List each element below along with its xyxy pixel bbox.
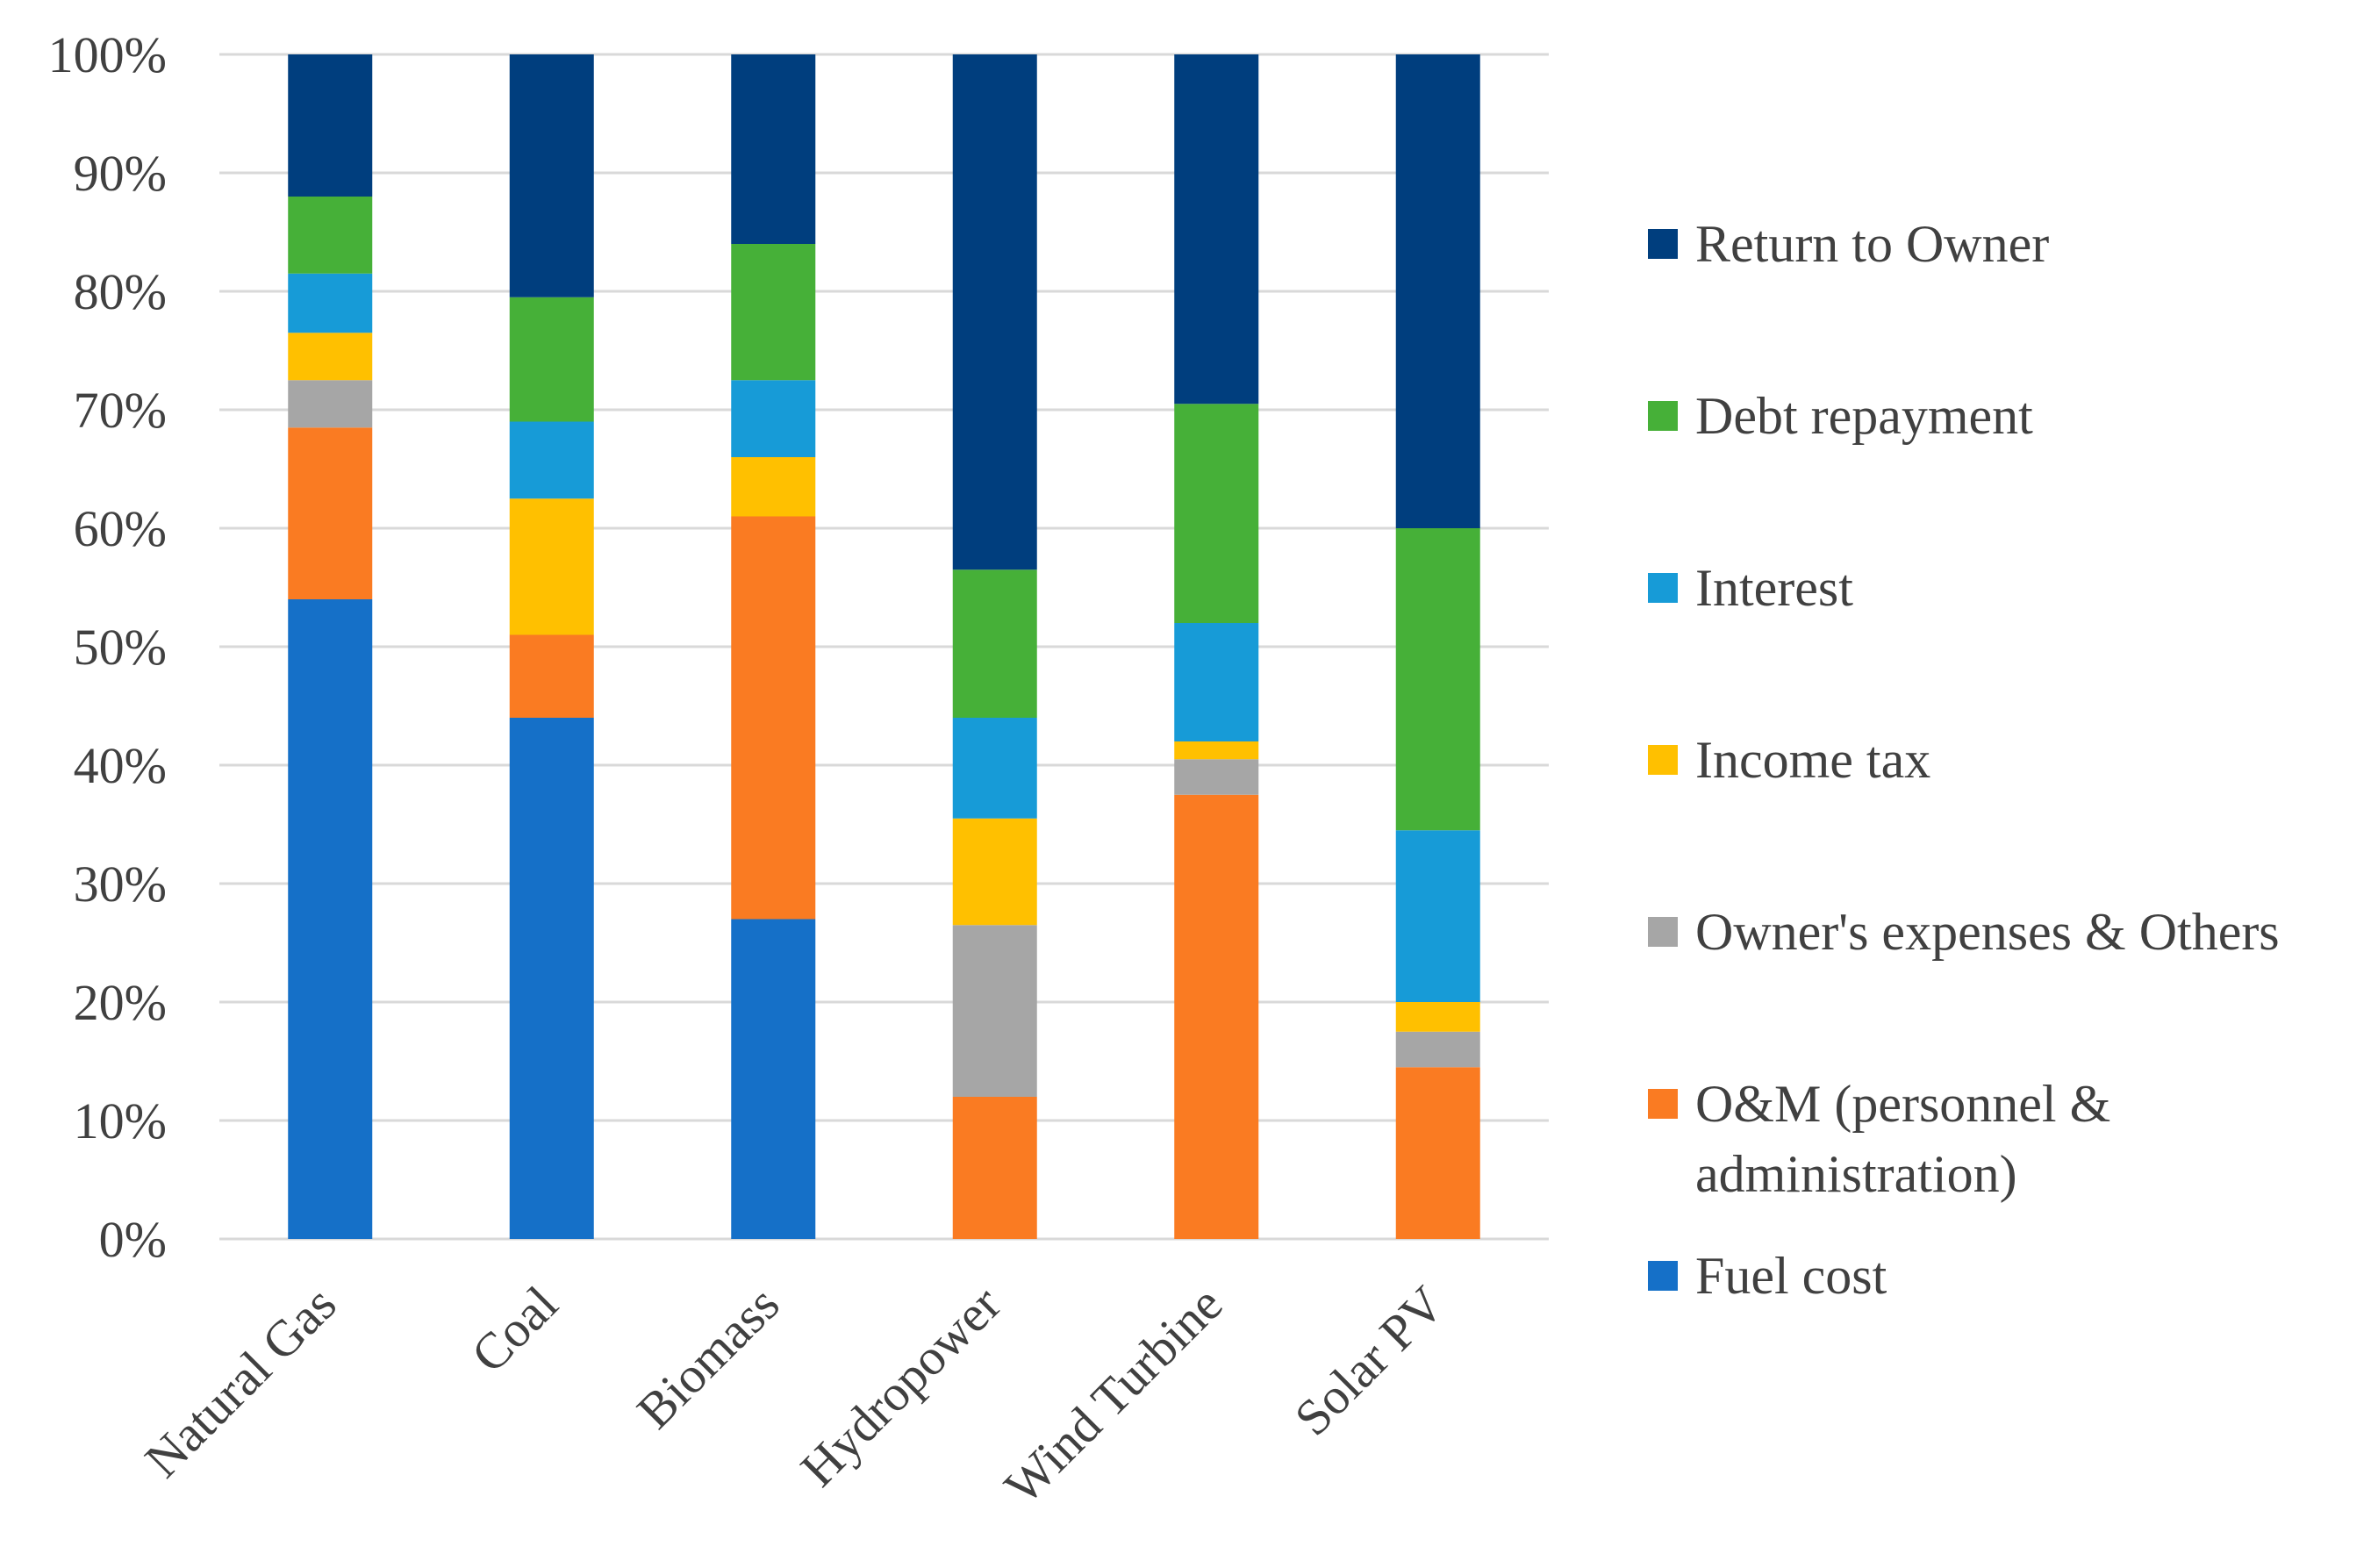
legend-swatch-owner-s-expenses-and-others: [1648, 917, 1678, 947]
legend-label-return-to-owner: Return to Owner: [1695, 215, 2049, 273]
x-tick-label-hydropower: Hydropower: [790, 1275, 1012, 1497]
legend-label-line: Return to Owner: [1695, 215, 2049, 273]
bar-wind-turbine: [1174, 54, 1259, 1239]
bar-segment-hydropower-owner-s-expenses-and-others: [952, 925, 1037, 1097]
legend-label-line: Debt repayment: [1695, 387, 2033, 445]
bar-segment-solar-pv-return-to-owner: [1395, 54, 1480, 528]
legend-label-debt-repayment: Debt repayment: [1695, 387, 2033, 445]
bar-segment-hydropower-income-tax: [952, 818, 1037, 926]
bar-segment-wind-turbine-debt-repayment: [1174, 404, 1259, 623]
legend-swatch-interest: [1648, 573, 1678, 603]
legend-swatch-fuel-cost: [1648, 1261, 1678, 1291]
bar-segment-solar-pv-income-tax: [1395, 1002, 1480, 1032]
bar-segment-hydropower-debt-repayment: [952, 569, 1037, 718]
bars-layer: [288, 54, 1480, 1239]
bar-segment-biomass-income-tax: [731, 457, 816, 517]
y-tick-label: 90%: [74, 145, 167, 202]
bar-segment-hydropower-interest: [952, 718, 1037, 819]
bar-segment-coal-return-to-owner: [509, 54, 594, 297]
y-tick-label: 40%: [74, 737, 167, 794]
bar-segment-natural-gas-oandm-personnel-and-administration: [288, 427, 373, 599]
x-tick-label-coal: Coal: [461, 1275, 569, 1383]
bar-segment-solar-pv-oandm-personnel-and-administration: [1395, 1067, 1480, 1239]
legend-swatch-income-tax: [1648, 745, 1678, 775]
bar-segment-biomass-debt-repayment: [731, 244, 816, 381]
legend-item-debt-repayment: Debt repayment: [1648, 387, 2033, 445]
legend-label-line: Owner's expenses & Others: [1695, 903, 2280, 961]
y-tick-label: 60%: [74, 500, 167, 557]
bar-segment-biomass-return-to-owner: [731, 54, 816, 244]
legend-label-line: Income tax: [1695, 731, 1930, 789]
bar-segment-hydropower-return-to-owner: [952, 54, 1037, 570]
bar-segment-coal-fuel-cost: [509, 718, 594, 1239]
bar-coal: [509, 54, 594, 1239]
bar-segment-natural-gas-interest: [288, 273, 373, 333]
bar-segment-solar-pv-owner-s-expenses-and-others: [1395, 1031, 1480, 1068]
y-tick-label: 10%: [74, 1092, 167, 1149]
legend-item-oandm-personnel-and-administration: O&M (personnel & administration): [1648, 1075, 2110, 1203]
legend-swatch-debt-repayment: [1648, 401, 1678, 431]
legend-item-fuel-cost: Fuel cost: [1648, 1247, 1887, 1305]
legend-item-owner-s-expenses-and-others: Owner's expenses & Others: [1648, 903, 2280, 961]
y-tick-label: 50%: [74, 619, 167, 676]
y-axis: 0% 10% 20% 30% 40% 50% 60% 70% 80% 90% 100%: [48, 26, 167, 1268]
legend-label-fuel-cost: Fuel cost: [1695, 1247, 1887, 1305]
legend-label-oandm-personnel-and-administration: O&M (personnel & administration): [1695, 1075, 2110, 1203]
bar-segment-natural-gas-return-to-owner: [288, 54, 373, 197]
x-tick-label-wind-turbine: Wind Turbine: [993, 1275, 1233, 1514]
bar-segment-natural-gas-owner-s-expenses-and-others: [288, 380, 373, 428]
legend-label-owner-s-expenses-and-others: Owner's expenses & Others: [1695, 903, 2280, 961]
legend-label-line: administration): [1695, 1145, 2017, 1203]
y-tick-label: 0%: [99, 1211, 167, 1268]
x-tick-label-natural-gas: Natural Gas: [133, 1275, 347, 1488]
legend-swatch-oandm-personnel-and-administration: [1648, 1089, 1678, 1119]
y-tick-label: 100%: [48, 26, 167, 83]
bar-segment-natural-gas-fuel-cost: [288, 599, 373, 1239]
bar-segment-solar-pv-debt-repayment: [1395, 528, 1480, 831]
bar-segment-wind-turbine-return-to-owner: [1174, 54, 1259, 405]
bar-hydropower: [952, 54, 1037, 1239]
bar-segment-biomass-oandm-personnel-and-administration: [731, 516, 816, 920]
bar-segment-biomass-interest: [731, 380, 816, 457]
bar-segment-wind-turbine-interest: [1174, 623, 1259, 741]
bar-segment-natural-gas-debt-repayment: [288, 197, 373, 274]
bar-segment-wind-turbine-oandm-personnel-and-administration: [1174, 794, 1259, 1239]
bar-segment-biomass-fuel-cost: [731, 919, 816, 1239]
bar-segment-hydropower-oandm-personnel-and-administration: [952, 1097, 1037, 1239]
bar-segment-coal-debt-repayment: [509, 297, 594, 422]
legend-swatch-return-to-owner: [1648, 229, 1678, 259]
legend-item-return-to-owner: Return to Owner: [1648, 215, 2049, 273]
y-tick-label: 20%: [74, 974, 167, 1031]
legend: Return to Owner Debt repayment Interest Inc…: [1648, 215, 2280, 1305]
legend-label-income-tax: Income tax: [1695, 731, 1930, 789]
bar-solar-pv: [1395, 54, 1480, 1239]
legend-label-interest: Interest: [1695, 559, 1853, 617]
legend-label-line: O&M (personnel &: [1695, 1075, 2110, 1133]
y-tick-label: 70%: [74, 382, 167, 439]
legend-label-line: Fuel cost: [1695, 1247, 1887, 1305]
y-tick-label: 30%: [74, 856, 167, 913]
legend-item-interest: Interest: [1648, 559, 1853, 617]
bar-segment-natural-gas-income-tax: [288, 333, 373, 381]
bar-segment-coal-oandm-personnel-and-administration: [509, 634, 594, 718]
y-tick-label: 80%: [74, 263, 167, 320]
bar-segment-wind-turbine-owner-s-expenses-and-others: [1174, 759, 1259, 795]
bar-segment-solar-pv-interest: [1395, 830, 1480, 1002]
bar-segment-coal-income-tax: [509, 498, 594, 635]
legend-label-line: Interest: [1695, 559, 1853, 617]
bar-natural-gas: [288, 54, 373, 1239]
bar-segment-coal-interest: [509, 421, 594, 499]
bar-biomass: [731, 54, 816, 1239]
bar-segment-wind-turbine-income-tax: [1174, 741, 1259, 760]
legend-item-income-tax: Income tax: [1648, 731, 1930, 789]
x-tick-label-solar-pv: Solar PV: [1284, 1275, 1455, 1446]
x-tick-label-biomass: Biomass: [626, 1275, 790, 1439]
grid-layer: [219, 53, 1549, 1241]
